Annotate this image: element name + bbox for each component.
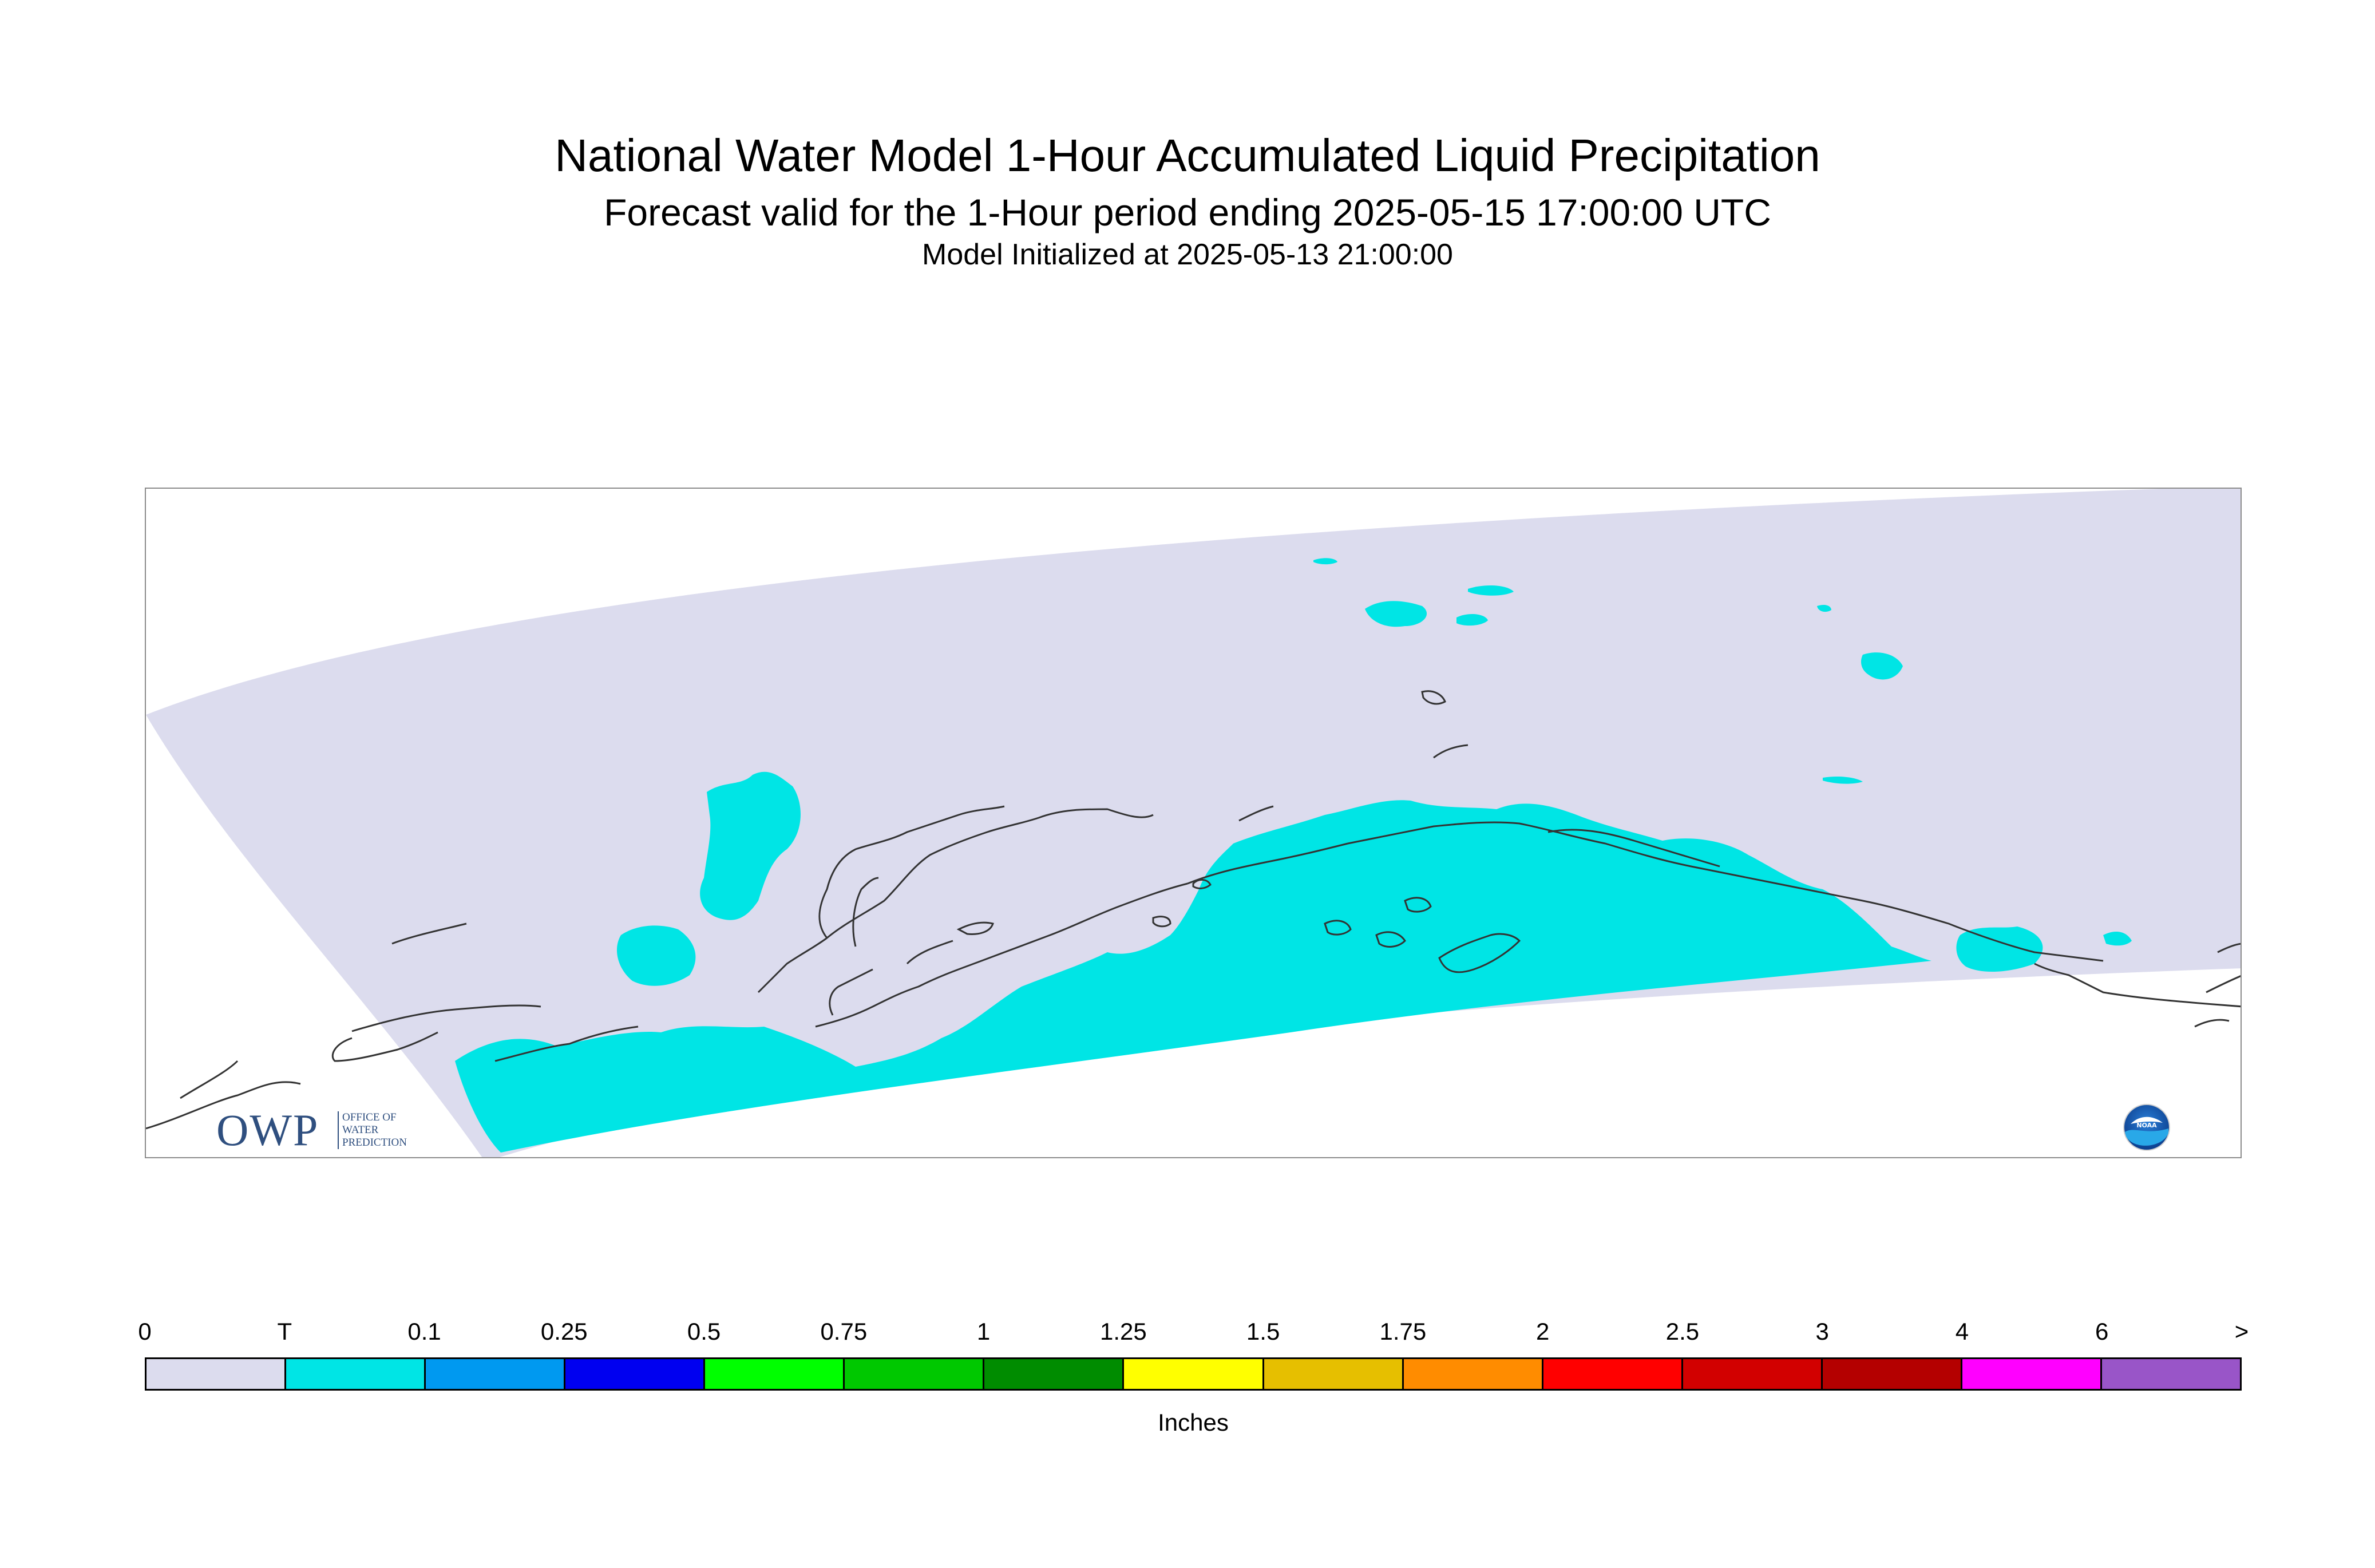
legend-swatch bbox=[1543, 1359, 1683, 1389]
owp-logo-mark: OWP bbox=[216, 1105, 319, 1155]
legend-swatch bbox=[1822, 1359, 1962, 1389]
legend-swatch bbox=[2101, 1359, 2240, 1389]
legend-tick-label: 2 bbox=[1535, 1318, 1550, 1345]
legend-swatch bbox=[286, 1359, 426, 1389]
legend-tick-label: 0.1 bbox=[407, 1318, 441, 1345]
coastline-peninsula bbox=[818, 805, 1005, 939]
coastline-mainland bbox=[146, 808, 2241, 1130]
legend-tick-label: 0.5 bbox=[687, 1318, 721, 1345]
legend-tick-label: 1.75 bbox=[1379, 1318, 1427, 1345]
legend-swatch bbox=[1124, 1359, 1264, 1389]
legend-tick-label: 0.75 bbox=[820, 1318, 868, 1345]
noaa-logo: NOAA bbox=[2123, 1104, 2170, 1151]
trace-area-south-band bbox=[455, 800, 1931, 1153]
trace-area-north-6 bbox=[1823, 776, 1863, 784]
legend-swatch bbox=[426, 1359, 566, 1389]
legend-swatch bbox=[565, 1359, 706, 1389]
trace-area-north-3 bbox=[1468, 585, 1514, 596]
trace-area-west-small bbox=[616, 925, 696, 986]
legend-swatch bbox=[845, 1359, 985, 1389]
legend-swatch bbox=[1683, 1359, 1823, 1389]
map-title: National Water Model 1-Hour Accumulated … bbox=[555, 130, 1820, 181]
legend-tick-label: 0 bbox=[138, 1318, 152, 1345]
coastline-west-islands bbox=[180, 922, 953, 1099]
precip-map bbox=[146, 489, 2241, 1157]
trace-area-northwest bbox=[700, 771, 801, 920]
coastline-islands-south bbox=[1152, 879, 1521, 973]
map-panel bbox=[145, 488, 2242, 1158]
legend-tick-label: 3 bbox=[1815, 1318, 1829, 1345]
legend-swatch bbox=[1264, 1359, 1404, 1389]
legend-tick-label: 1 bbox=[976, 1318, 991, 1345]
map-subtitle: Forecast valid for the 1-Hour period end… bbox=[604, 191, 1771, 233]
legend-tick-label: 6 bbox=[2095, 1318, 2109, 1345]
trace-area-north-1 bbox=[1365, 601, 1427, 627]
legend-tick-label: 4 bbox=[1955, 1318, 1969, 1345]
model-init-time: Model Initialized at 2025-05-13 21:00:00 bbox=[922, 238, 1453, 271]
owp-logo-text: OFFICE OF WATER PREDICTION bbox=[338, 1111, 407, 1149]
legend-units: Inches bbox=[1158, 1409, 1229, 1436]
trace-area-east-small bbox=[1766, 892, 1817, 912]
coastline-north-islands bbox=[956, 690, 1468, 935]
legend-swatch bbox=[984, 1359, 1125, 1389]
legend-tick-label: T bbox=[277, 1318, 292, 1345]
coastline-far-east bbox=[2194, 943, 2241, 1028]
trace-precip-areas bbox=[455, 558, 2132, 1153]
legend-color-bar bbox=[145, 1357, 2242, 1391]
legend-tick-label: 1.5 bbox=[1246, 1318, 1280, 1345]
trace-area-east bbox=[1956, 926, 2043, 972]
coastlines bbox=[146, 690, 2241, 1130]
svg-text:NOAA: NOAA bbox=[2136, 1122, 2157, 1129]
legend-tick-label: 0.25 bbox=[540, 1318, 588, 1345]
legend-tick-label: 1.25 bbox=[1099, 1318, 1147, 1345]
legend-swatch bbox=[1962, 1359, 2102, 1389]
trace-area-north-5 bbox=[1817, 604, 1831, 612]
legend-tick-label: 2.5 bbox=[1665, 1318, 1700, 1345]
legend-swatch bbox=[1403, 1359, 1543, 1389]
legend-swatch bbox=[705, 1359, 845, 1389]
trace-area-north-2 bbox=[1456, 613, 1488, 626]
legend-tick-label: > bbox=[2234, 1318, 2249, 1345]
trace-area-north-7 bbox=[1313, 558, 1337, 565]
trace-area-north-4 bbox=[1861, 652, 1903, 680]
legend-swatch bbox=[147, 1359, 287, 1389]
model-domain-area bbox=[146, 489, 2241, 1157]
trace-area-far-east bbox=[2103, 932, 2132, 946]
